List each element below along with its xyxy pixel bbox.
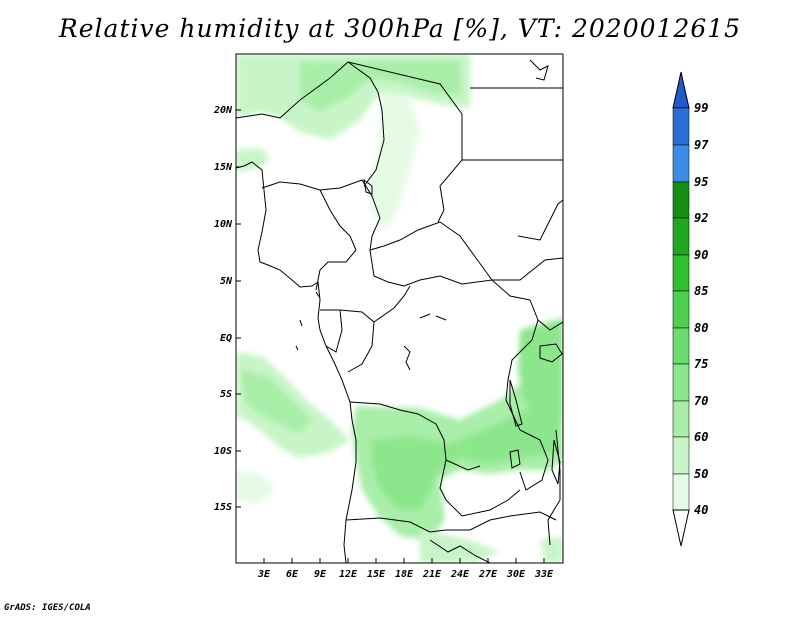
lake-victoria xyxy=(539,343,563,363)
humidity-area-atlantic-south xyxy=(236,470,276,504)
humidity-area-southeast xyxy=(540,536,563,563)
congo-river xyxy=(403,313,447,371)
lon-label: 3E xyxy=(257,569,271,580)
colorbar-label: 85 xyxy=(694,284,708,298)
colorbar-segment-90-92 xyxy=(672,217,690,256)
lon-label: 9E xyxy=(314,569,327,580)
lon-label: 33E xyxy=(534,569,554,580)
border-angola-north xyxy=(349,401,481,471)
humidity-shading xyxy=(236,54,563,563)
border-south-sudan xyxy=(492,257,563,281)
lon-label: 15E xyxy=(367,569,386,580)
lon-label: 6E xyxy=(286,569,299,580)
border-congo xyxy=(339,309,375,373)
humidity-area-west-patch xyxy=(236,148,270,172)
colorbar-segment-50-60 xyxy=(672,436,690,475)
lake-malawi xyxy=(551,439,561,485)
colorbar-label: 70 xyxy=(694,394,708,408)
colorbar-segment-75-80 xyxy=(672,327,690,365)
colorbar-top-arrow xyxy=(672,71,690,109)
colorbar-segment-40-50 xyxy=(672,473,690,511)
lat-label: 15S xyxy=(214,502,232,513)
border-car xyxy=(369,249,531,301)
lat-label: 5S xyxy=(220,389,232,400)
colorbar-label: 95 xyxy=(694,175,708,189)
border-nigeria-cameroon xyxy=(315,189,357,291)
humidity-area-atlantic-core xyxy=(240,370,312,434)
gulf-of-guinea-islands xyxy=(295,291,321,351)
border-tanzania xyxy=(537,319,563,331)
border-zambia xyxy=(439,459,521,517)
colorbar-segment-97-99 xyxy=(672,107,690,146)
lake-tanganyika xyxy=(509,379,523,427)
colorbar-segment-80-85 xyxy=(672,290,690,329)
lake-chad xyxy=(363,178,373,195)
colorbar-label: 60 xyxy=(694,430,708,444)
lon-label: 30E xyxy=(506,569,526,580)
humidity-area-east xyxy=(518,318,563,420)
border-ethiopia xyxy=(517,199,563,241)
border-drc-east xyxy=(505,299,549,491)
map-borders xyxy=(236,59,563,563)
lat-label: EQ xyxy=(220,333,232,344)
lon-label: 27E xyxy=(478,569,498,580)
chart-title: Relative humidity at 300hPa [%], VT: 202… xyxy=(58,14,742,43)
lat-label: 20N xyxy=(213,105,233,116)
grads-credit: GrADS: IGES/COLA xyxy=(4,603,91,613)
humidity-area-north-plume xyxy=(368,92,420,230)
border-chad-east xyxy=(369,217,493,281)
colorbar-bottom-arrow xyxy=(672,509,690,547)
border-drc-west xyxy=(373,285,411,323)
lon-label: 21E xyxy=(422,569,442,580)
map-frame xyxy=(235,53,564,564)
colorbar-segment-85-90 xyxy=(672,254,690,292)
lat-label: 10N xyxy=(214,219,233,230)
lat-label: 15N xyxy=(214,162,233,173)
humidity-area-angola-core xyxy=(372,400,560,510)
border-gabon xyxy=(320,309,343,353)
border-niger-nigeria xyxy=(261,179,381,219)
lon-label: 12E xyxy=(339,569,358,580)
border-namibia xyxy=(345,511,557,533)
colorbar-segment-70-75 xyxy=(672,363,690,402)
colorbar xyxy=(672,71,690,547)
border-niger-algeria xyxy=(299,61,385,187)
colorbar-label: 80 xyxy=(694,321,708,335)
colorbar-segment-92-95 xyxy=(672,181,690,219)
colorbar-label: 90 xyxy=(694,248,708,262)
colorbar-label: 50 xyxy=(694,467,708,481)
lon-label: 24E xyxy=(450,569,470,580)
lon-label: 18E xyxy=(395,569,414,580)
humidity-area-sahara-core xyxy=(300,60,462,112)
colorbar-label: 40 xyxy=(694,503,708,517)
colorbar-segment-95-97 xyxy=(672,144,690,183)
colorbar-label: 99 xyxy=(694,101,708,115)
colorbar-segment-60-70 xyxy=(672,400,690,438)
colorbar-label: 75 xyxy=(694,357,708,371)
border-mali xyxy=(236,99,301,119)
lat-label: 10S xyxy=(214,446,232,457)
colorbar-label: 97 xyxy=(694,138,709,152)
lat-label: 5N xyxy=(220,276,233,287)
colorbar-label: 92 xyxy=(694,211,708,225)
red-sea-coast xyxy=(529,59,549,81)
border-botswana xyxy=(429,539,491,563)
lake-mweru xyxy=(509,449,521,469)
